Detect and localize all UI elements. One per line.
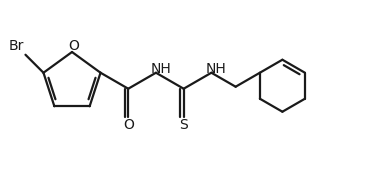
Text: NH: NH xyxy=(151,62,171,76)
Text: O: O xyxy=(68,39,79,53)
Text: S: S xyxy=(179,118,188,132)
Text: O: O xyxy=(123,118,134,132)
Text: Br: Br xyxy=(9,39,24,53)
Text: NH: NH xyxy=(206,62,227,76)
